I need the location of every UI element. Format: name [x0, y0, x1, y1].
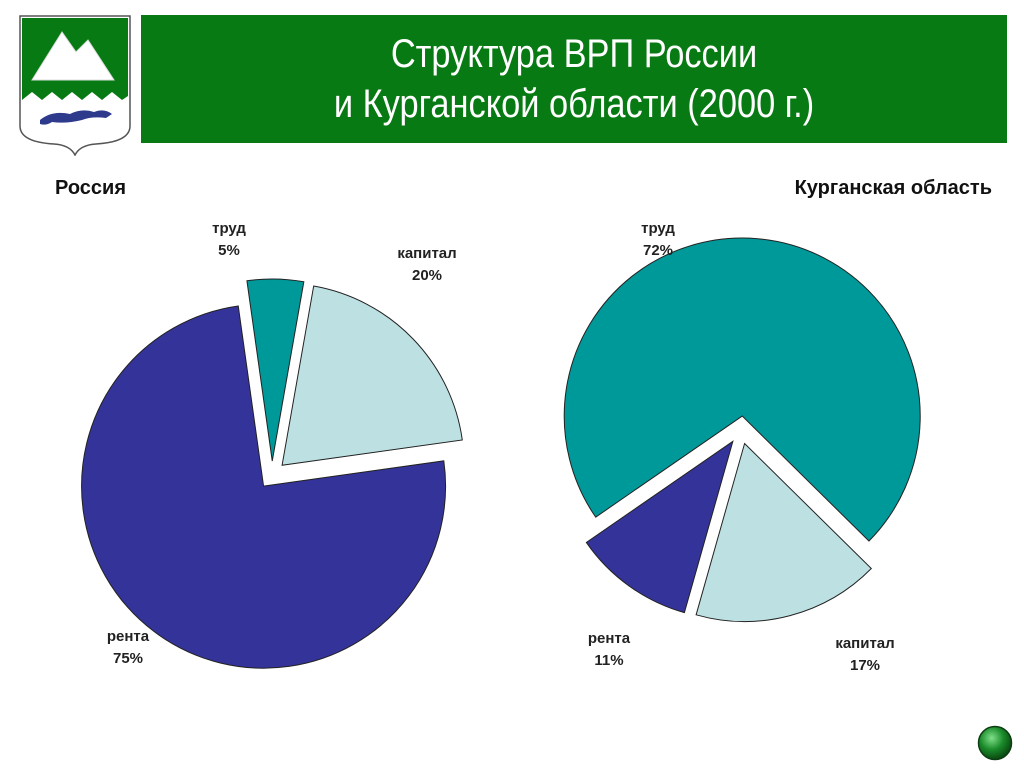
pie-slice-trud — [246, 278, 305, 462]
slice-label-renta: рента — [107, 628, 150, 645]
slice-label-trud: труд — [641, 220, 675, 237]
slice-label-trud: труд — [212, 220, 246, 237]
slice-label-kapital: капитал — [397, 245, 456, 262]
pie-chart-russia: капитал 20% рента 75% труд 5% — [81, 220, 463, 669]
chart-title-russia: Россия — [55, 177, 127, 199]
slice-label-renta: рента — [588, 630, 631, 647]
pie-slice-kapital — [695, 442, 873, 622]
kurgan-coat-of-arms-icon — [19, 15, 131, 156]
slice-value-trud: 72% — [643, 242, 673, 259]
next-slide-button[interactable] — [977, 725, 1013, 761]
pie-slice-renta — [585, 440, 734, 614]
slice-value-renta: 11% — [594, 652, 623, 669]
slice-value-renta: 75% — [113, 650, 143, 667]
pie-slice-trud — [563, 237, 921, 542]
slice-value-trud: 5% — [218, 242, 240, 259]
slice-value-kapital: 20% — [412, 267, 442, 284]
chart-title-kurgan: Курганская область — [794, 177, 992, 199]
pie-chart-kurgan: капитал 17% рента 11% труд 72% — [563, 220, 921, 674]
title-banner: Структура ВРП России и Курганской област… — [141, 15, 1007, 143]
pie-slice-kapital — [281, 285, 463, 466]
page-title-line-1: Структура ВРП России — [390, 32, 758, 76]
pie-slice-renta — [81, 305, 447, 669]
slice-label-kapital: капитал — [835, 635, 894, 652]
slice-value-kapital: 17% — [850, 657, 880, 674]
page-title-line-2: и Курганской области (2000 г.) — [333, 82, 815, 126]
